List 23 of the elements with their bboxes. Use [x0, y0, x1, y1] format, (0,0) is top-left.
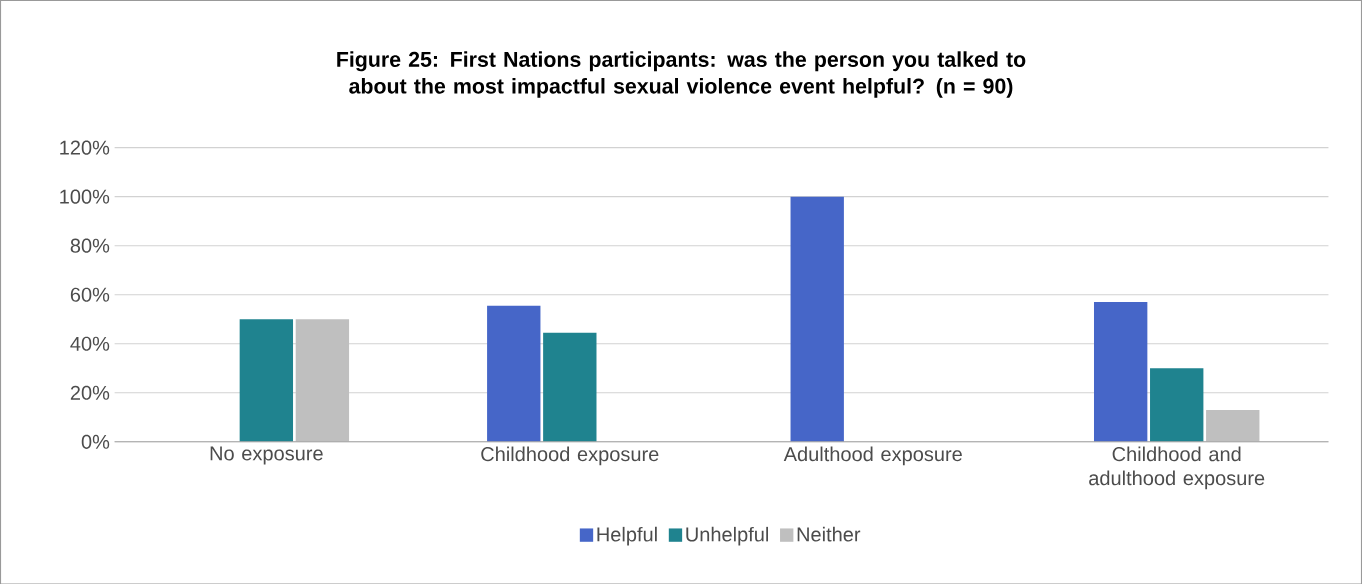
chart-title: Figure 25: First Nations participants: was the person you talked to about the most impactful sexual violence event helpful? (n = 90)	[337, 51, 1026, 98]
legend-label: Unhelpful	[686, 526, 768, 546]
y-tick-label: 100%	[60, 189, 110, 204]
x-tick-label: Childhood exposure	[481, 446, 659, 465]
x-tick-label: Adulthood exposure	[783, 446, 962, 465]
bar	[1206, 409, 1260, 442]
legend-label: Neither	[797, 526, 861, 542]
bar	[790, 196, 844, 442]
bar	[239, 319, 294, 442]
y-tick-label: 60%	[70, 287, 110, 302]
legend-label: Helpful	[597, 526, 657, 546]
y-tick-label: 0%	[81, 434, 110, 449]
bar	[543, 332, 597, 442]
y-tick-label: 120%	[60, 140, 110, 155]
x-tick-label: Childhood and adulthood exposure	[1089, 446, 1265, 489]
bar	[487, 305, 541, 442]
x-tick-label: No exposure	[210, 446, 323, 465]
y-tick-label: 20%	[70, 385, 110, 400]
y-tick-label: 80%	[70, 238, 110, 253]
bar	[295, 319, 350, 442]
bar	[1150, 368, 1204, 442]
y-tick-label: 40%	[70, 336, 110, 351]
bar	[1093, 301, 1148, 442]
